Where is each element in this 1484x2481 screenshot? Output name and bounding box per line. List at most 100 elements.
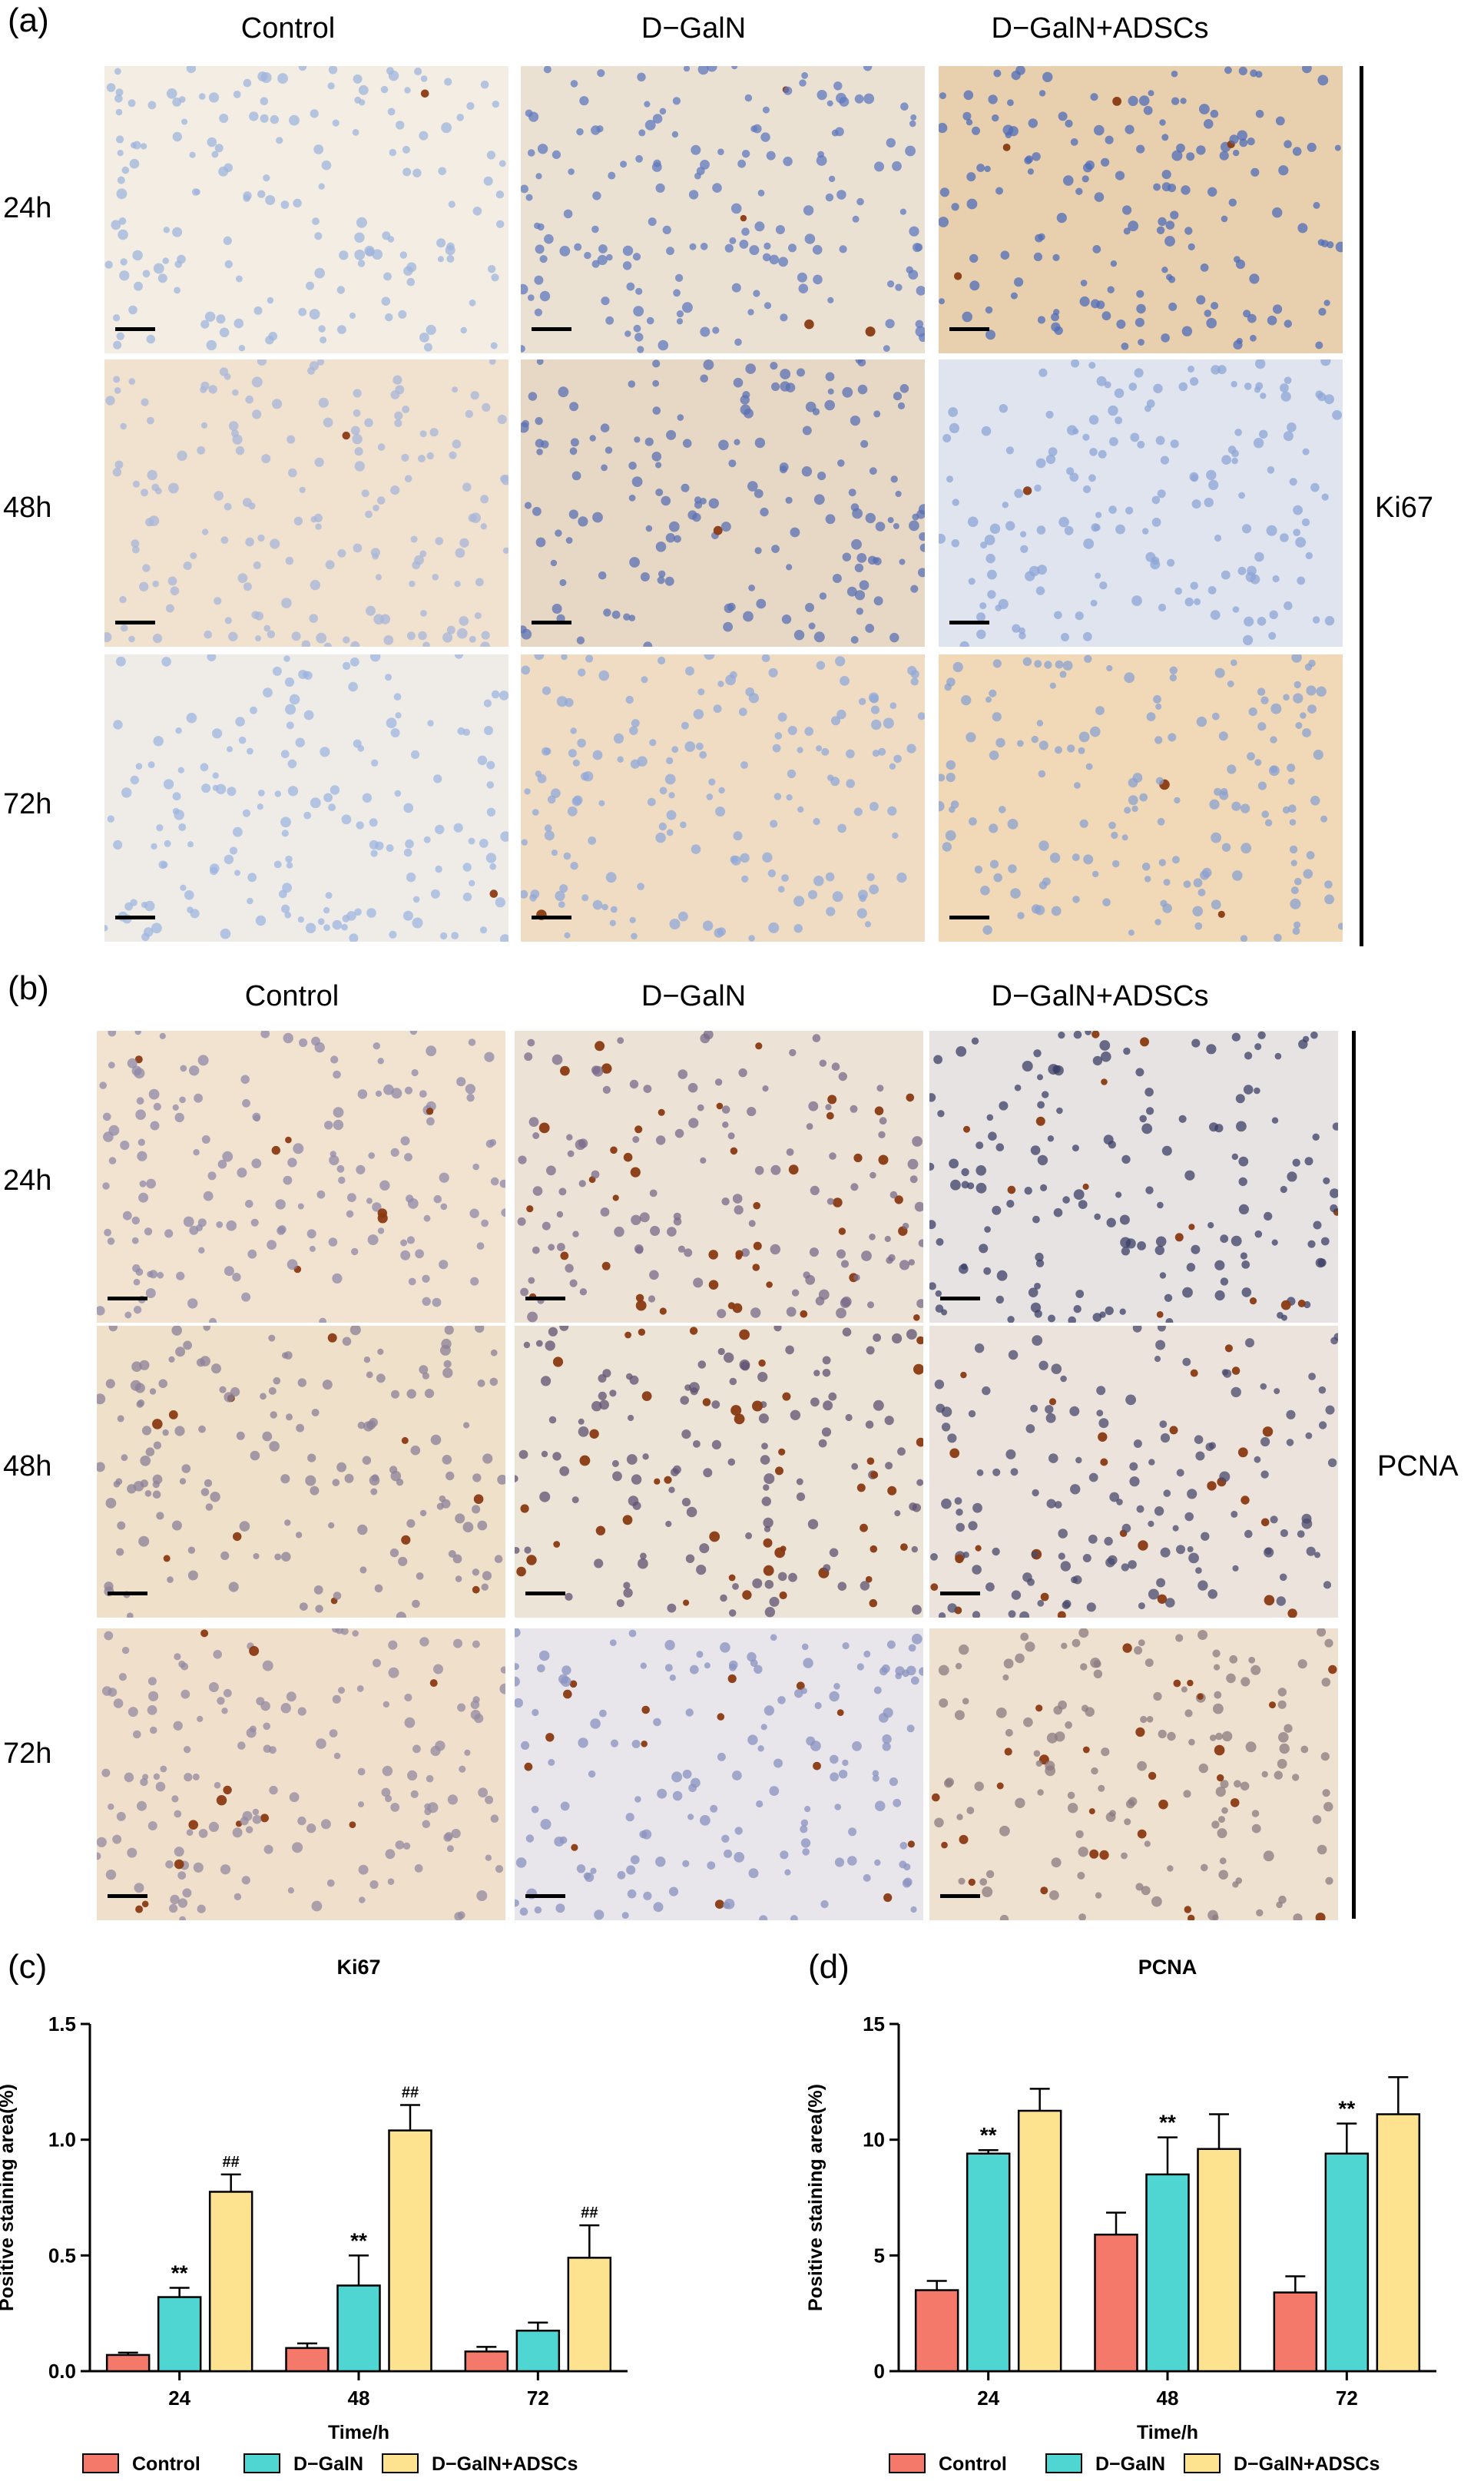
chart-title: Ki67	[336, 1956, 380, 1979]
bar	[464, 2350, 509, 2373]
scale-bar	[940, 1894, 980, 1898]
panel-b-col-dgaln-adscs: D−GalN+ADSCs	[991, 980, 1209, 1012]
panel-a-row-48h: 48h	[3, 492, 52, 524]
panel-b-stain-label: PCNA	[1377, 1450, 1459, 1482]
legend-label: Control	[132, 2453, 200, 2475]
scale-bar	[115, 916, 155, 919]
y-tick-label: 0.0	[48, 2360, 76, 2383]
scale-bar	[115, 621, 155, 624]
x-tick-label: 48	[1157, 2387, 1179, 2410]
x-tick-label: 72	[1336, 2387, 1358, 2410]
x-axis-label: Time/h	[328, 2422, 389, 2443]
pcna-micrograph	[515, 1326, 923, 1618]
panel-b-row-48h: 48h	[3, 1450, 52, 1482]
ki67-micrograph	[939, 359, 1343, 647]
bar	[336, 2284, 381, 2373]
chart-title: PCNA	[1138, 1956, 1197, 1979]
legend-label: D−GalN	[293, 2453, 363, 2475]
ki67-micrograph	[104, 359, 508, 647]
panel-b-bracket	[1352, 1031, 1356, 1919]
ki67-chart: Ki67 Positive staining area(%) 0.0 0.5 1.0 1.…	[0, 1951, 722, 2481]
significance-mark: **	[171, 2261, 188, 2285]
bar	[914, 2289, 959, 2373]
scale-bar	[532, 916, 571, 919]
y-axis-label: Positive staining area(%)	[805, 2084, 826, 2311]
bar	[388, 2129, 432, 2373]
bar	[1017, 2109, 1062, 2373]
significance-mark: ##	[581, 2204, 598, 2221]
scale-bar	[940, 1297, 980, 1300]
bar	[1145, 2173, 1190, 2373]
scale-bar	[108, 1297, 147, 1300]
legend-swatch	[1045, 2453, 1082, 2473]
pcna-micrograph	[97, 1326, 505, 1618]
y-tick-label: 0	[874, 2360, 885, 2383]
panel-a-bracket	[1360, 66, 1363, 946]
panel-b-row-72h: 72h	[3, 1737, 52, 1770]
y-tick-label: 10	[863, 2128, 885, 2151]
scale-bar	[949, 621, 989, 624]
panel-a-row-24h: 24h	[3, 192, 52, 224]
scale-bar	[525, 1592, 565, 1595]
scale-bar	[532, 327, 571, 331]
pcna-micrograph	[929, 1031, 1338, 1323]
ki67-micrograph	[521, 654, 925, 942]
y-tick-label: 1.0	[48, 2128, 76, 2151]
legend-swatch	[382, 2453, 419, 2473]
scale-bar	[115, 327, 155, 331]
panel-b-col-dgaln: D−GalN	[641, 980, 747, 1012]
significance-mark: ##	[223, 2154, 240, 2171]
panel-b-letter: (b)	[8, 969, 49, 1007]
ki67-micrograph	[939, 654, 1343, 942]
panel-b-col-control: Control	[244, 980, 340, 1012]
pcna-micrograph	[97, 1628, 505, 1920]
bar	[1324, 2152, 1370, 2373]
y-tick-label: 5	[874, 2244, 885, 2267]
ki67-micrograph	[521, 359, 925, 647]
bar	[1094, 2233, 1138, 2373]
scale-bar	[940, 1592, 980, 1595]
x-tick-label: 24	[168, 2387, 190, 2410]
y-axis-label: Positive staining area(%)	[0, 2084, 18, 2311]
scale-bar	[949, 916, 989, 919]
y-tick-label: 1.5	[48, 2012, 76, 2035]
ki67-micrograph	[521, 66, 925, 353]
pcna-micrograph	[515, 1628, 923, 1920]
scale-bar	[108, 1894, 147, 1898]
bar	[1376, 2113, 1421, 2373]
scale-bar	[525, 1894, 565, 1898]
panel-a-letter: (a)	[8, 2, 49, 39]
significance-mark: **	[980, 2123, 997, 2147]
y-tick-label: 15	[863, 2012, 885, 2035]
pcna-chart: PCNA Positive staining area(%) 0 5 10 15 ** 24 *…	[799, 1951, 1482, 2481]
bar	[208, 2191, 253, 2373]
legend-label: D−GalN+ADSCs	[432, 2453, 578, 2475]
panel-a-col-control: Control	[240, 12, 336, 45]
significance-mark: ##	[402, 2084, 419, 2101]
pcna-micrograph	[97, 1031, 505, 1323]
bar	[1197, 2148, 1241, 2373]
panel-a-stain-label: Ki67	[1375, 492, 1434, 524]
legend-label: D−GalN	[1095, 2453, 1165, 2475]
bar	[966, 2152, 1011, 2373]
panel-a-col-dgaln-adscs: D−GalN+ADSCs	[991, 12, 1209, 45]
bar	[105, 2353, 151, 2373]
ki67-micrograph	[104, 654, 508, 942]
significance-mark: **	[350, 2228, 367, 2252]
x-axis-label: Time/h	[1137, 2422, 1198, 2443]
scale-bar	[949, 327, 989, 331]
bar	[515, 2330, 561, 2373]
x-tick-label: 24	[977, 2387, 999, 2410]
panel-a-row-72h: 72h	[3, 788, 52, 820]
x-tick-label: 48	[348, 2387, 370, 2410]
legend-swatch	[243, 2453, 280, 2473]
panel-d-letter: (d)	[808, 1948, 850, 1986]
scale-bar	[525, 1297, 565, 1300]
legend-swatch	[1184, 2453, 1221, 2473]
x-tick-label: 72	[527, 2387, 549, 2410]
significance-mark: **	[1159, 2111, 1176, 2135]
y-tick-label: 0.5	[48, 2244, 76, 2267]
legend-swatch	[889, 2453, 926, 2473]
bar	[1273, 2291, 1318, 2373]
bar	[567, 2257, 612, 2373]
